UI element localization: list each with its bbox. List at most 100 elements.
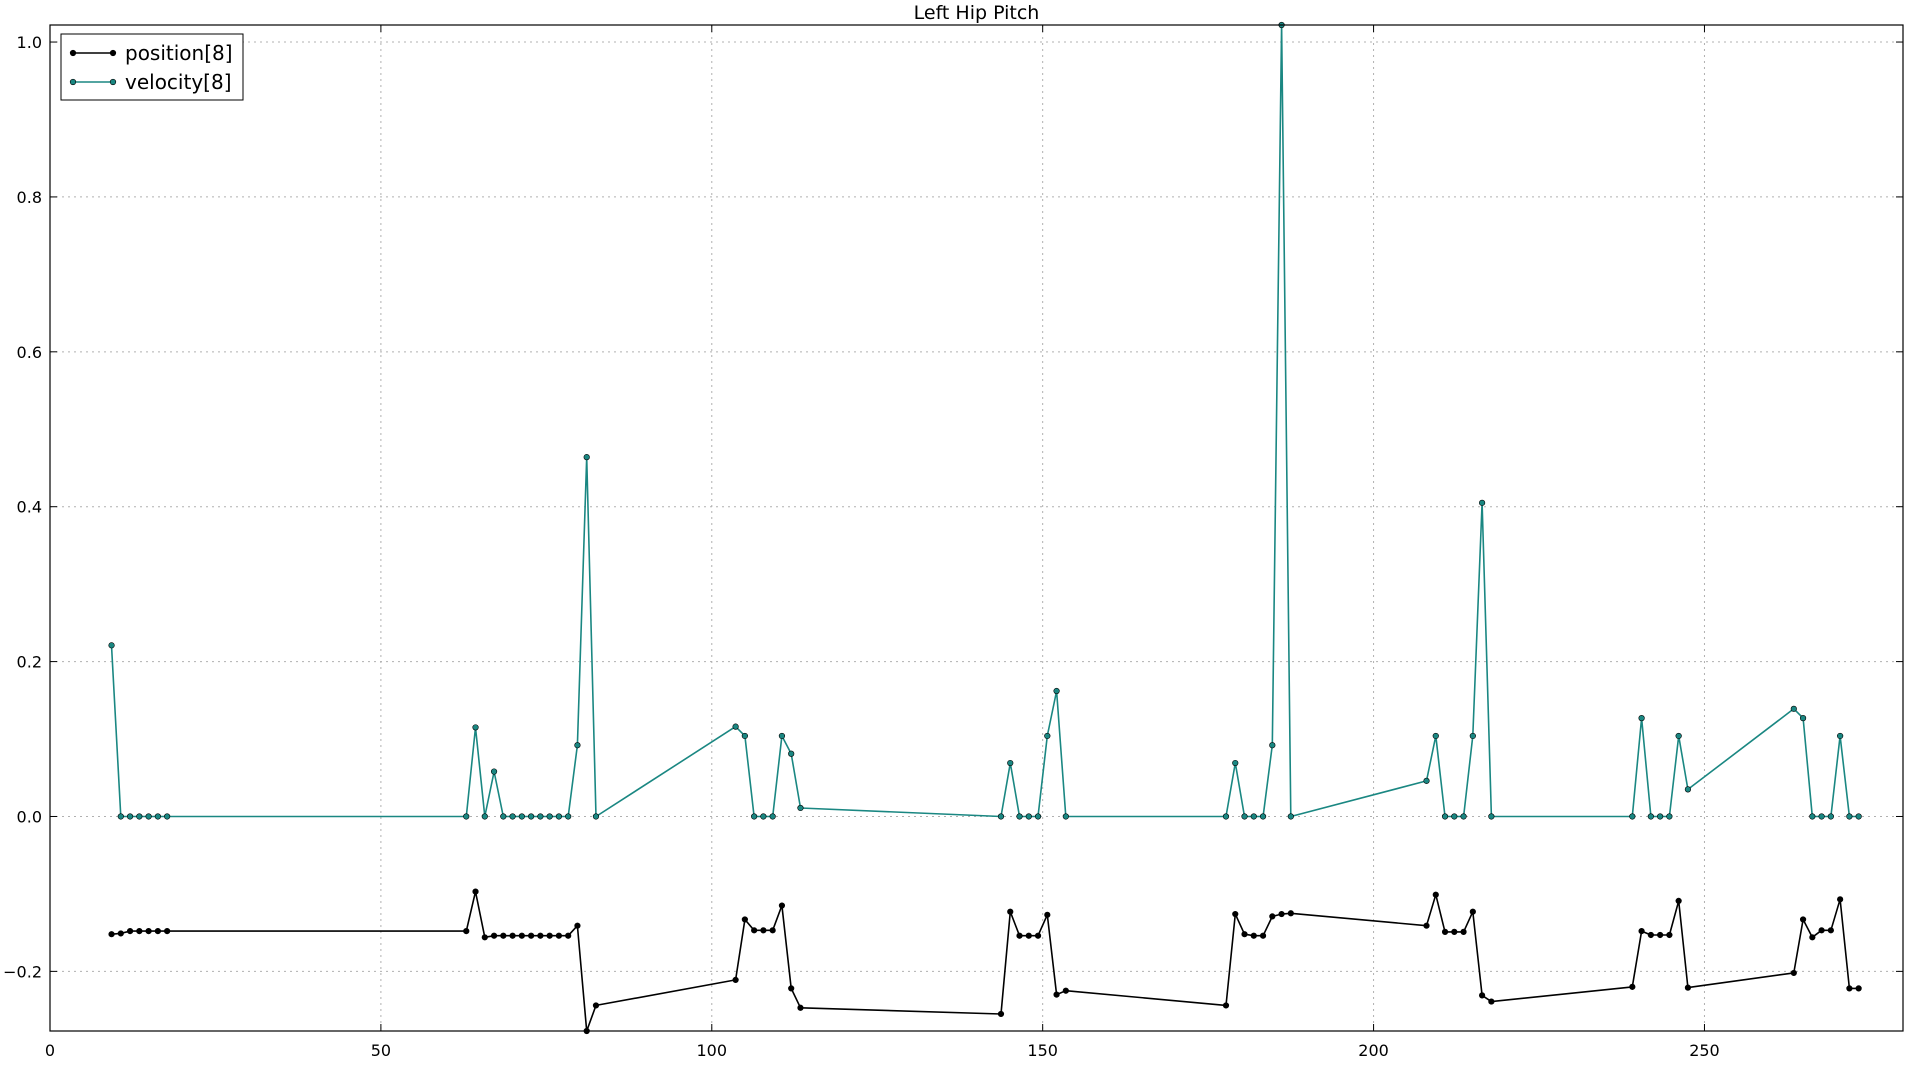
data-point <box>537 932 544 939</box>
data-point <box>509 932 516 939</box>
data-point <box>126 927 134 935</box>
data-point <box>136 927 143 935</box>
data-point <box>778 902 786 909</box>
data-point <box>117 930 124 937</box>
data-point <box>1044 732 1051 740</box>
data-point <box>481 934 488 941</box>
series-layer <box>108 21 1862 1035</box>
data-point <box>1460 813 1467 820</box>
data-point <box>1053 687 1060 695</box>
data-point <box>760 927 767 934</box>
data-point <box>1259 813 1267 820</box>
data-point <box>164 927 171 935</box>
legend-box <box>60 33 244 101</box>
data-point <box>490 768 498 775</box>
data-point <box>546 932 553 939</box>
x-tick-label: 100 <box>697 1041 728 1060</box>
data-point <box>463 927 470 935</box>
data-point <box>1007 759 1014 767</box>
data-point <box>1479 992 1486 999</box>
data-point <box>1053 991 1060 998</box>
data-point <box>1269 742 1276 749</box>
data-point <box>145 813 152 820</box>
data-point <box>1818 813 1825 820</box>
plot-frame <box>49 24 1904 1032</box>
data-point <box>1250 813 1257 820</box>
data-point <box>1423 922 1430 929</box>
data-point <box>583 454 590 461</box>
y-tick-label: 0.0 <box>17 807 42 826</box>
data-point <box>797 804 804 812</box>
data-point <box>1451 813 1458 820</box>
data-point <box>751 927 758 934</box>
data-point <box>546 813 553 820</box>
data-point <box>1488 998 1495 1005</box>
data-point <box>788 985 795 992</box>
data-point <box>797 1004 804 1011</box>
data-point <box>518 932 525 939</box>
data-point <box>1827 813 1834 820</box>
data-point <box>154 927 161 935</box>
data-point <box>108 931 115 938</box>
data-point <box>760 813 767 820</box>
data-point <box>472 724 479 731</box>
data-point <box>592 1002 600 1009</box>
y-tick-label: 0.8 <box>17 188 42 207</box>
data-point <box>1025 813 1032 820</box>
legend-swatch-marker <box>109 49 117 57</box>
y-tick-label: 0.2 <box>17 653 42 672</box>
data-point <box>1809 813 1816 820</box>
data-point <box>1062 813 1069 820</box>
data-point <box>1016 932 1023 939</box>
data-point <box>1062 987 1069 994</box>
data-point <box>164 813 171 820</box>
data-point <box>1638 715 1645 722</box>
x-tick-label: 250 <box>1689 1041 1720 1060</box>
data-point <box>997 813 1005 820</box>
data-point <box>1469 908 1476 915</box>
data-point <box>1241 813 1248 820</box>
data-point <box>1629 983 1636 990</box>
data-point <box>117 813 124 820</box>
data-point <box>1441 813 1449 820</box>
data-point <box>1269 913 1276 920</box>
data-point <box>778 732 786 740</box>
data-point <box>537 813 544 820</box>
data-point <box>1432 732 1439 740</box>
data-point <box>1799 715 1807 722</box>
data-point <box>565 932 572 939</box>
data-point <box>1827 927 1834 934</box>
data-point <box>1790 705 1797 712</box>
data-point <box>1675 897 1682 904</box>
data-point <box>500 932 507 939</box>
data-point <box>1423 777 1430 784</box>
data-point <box>769 927 776 934</box>
data-point <box>1837 732 1844 740</box>
y-tick-label: 0.4 <box>17 498 42 517</box>
data-point <box>1684 984 1692 991</box>
data-point <box>1278 910 1285 918</box>
series-0 <box>108 888 1862 1035</box>
x-tick-label: 150 <box>1027 1041 1058 1060</box>
data-point <box>1044 911 1051 918</box>
data-point <box>1684 786 1692 793</box>
data-point <box>732 976 739 983</box>
data-point <box>1034 813 1042 820</box>
data-point <box>1287 813 1294 820</box>
data-point <box>1818 927 1825 934</box>
data-point <box>741 916 748 923</box>
data-point <box>997 1010 1005 1018</box>
data-point <box>769 813 776 820</box>
y-tick-label: 1.0 <box>17 33 42 52</box>
data-point <box>136 813 143 820</box>
data-point <box>1451 928 1458 935</box>
data-point <box>555 932 563 939</box>
data-point <box>1799 916 1807 923</box>
data-point <box>1025 932 1032 939</box>
data-point <box>509 813 516 820</box>
data-point <box>1666 931 1673 939</box>
data-point <box>1232 910 1239 918</box>
data-point <box>565 813 572 820</box>
data-point <box>1241 931 1248 938</box>
